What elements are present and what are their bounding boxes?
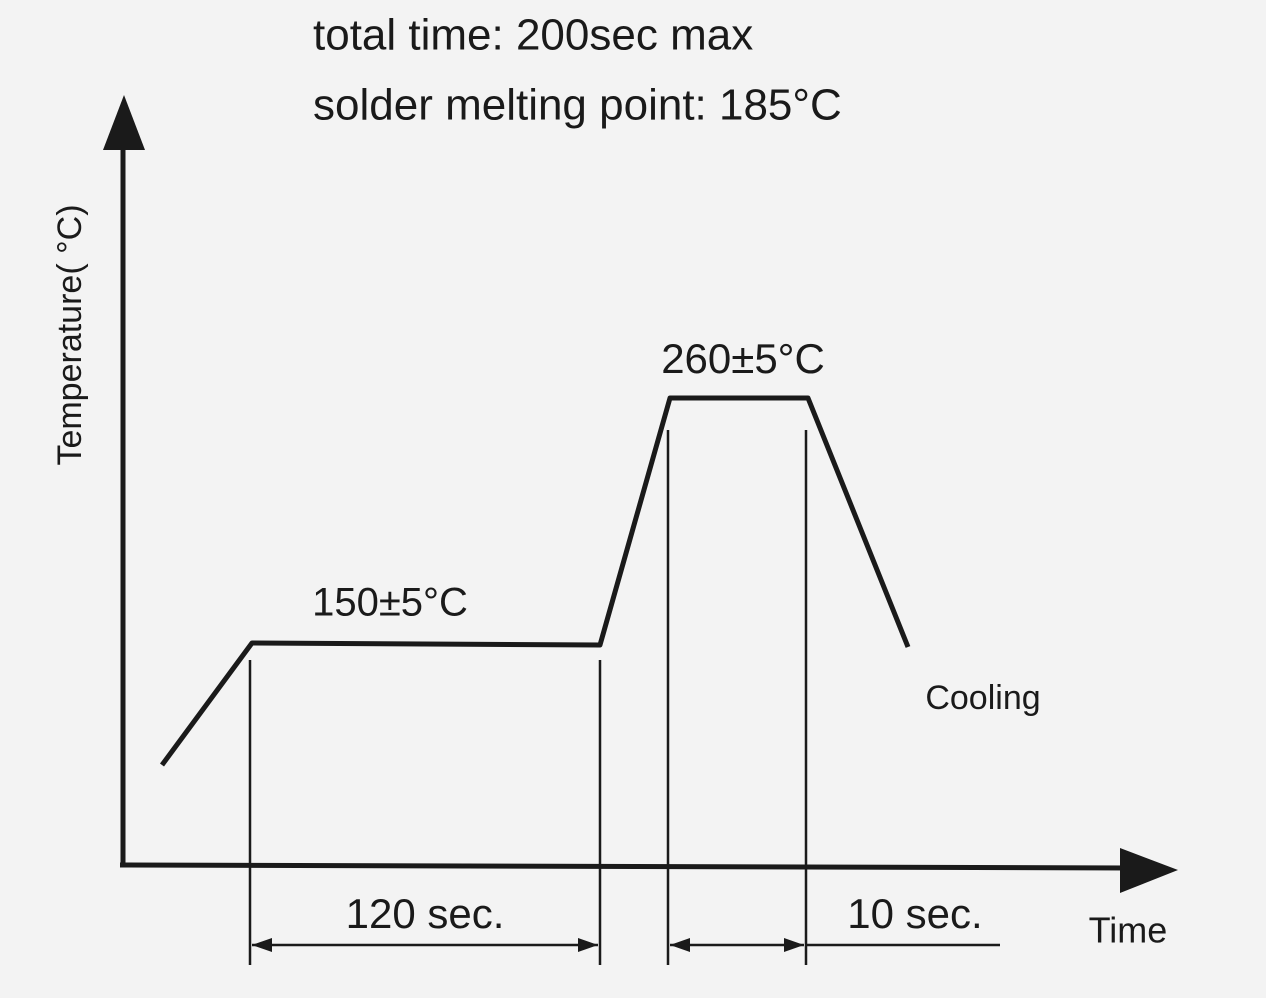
y-axis-label: Temperature( °C) — [51, 204, 89, 465]
x-axis-label: Time — [1089, 910, 1168, 951]
arrow-head — [578, 938, 598, 952]
header-line2: solder melting point: 185°C — [313, 81, 842, 130]
x-axis-arrow — [1120, 848, 1178, 893]
arrow-head — [670, 938, 690, 952]
header-line1: total time: 200sec max — [313, 11, 753, 60]
arrow-head — [784, 938, 804, 952]
arrow-head — [252, 938, 272, 952]
peak-duration: 10 sec. — [847, 890, 982, 937]
y-axis-arrow — [103, 95, 145, 150]
preheat-duration: 120 sec. — [346, 890, 505, 937]
preheat-label: 150±5°C — [312, 581, 468, 625]
cooling-label: Cooling — [925, 679, 1040, 717]
peak-label: 260±5°C — [661, 335, 825, 382]
x-axis — [119, 862, 1131, 871]
temperature-profile — [159, 395, 911, 767]
